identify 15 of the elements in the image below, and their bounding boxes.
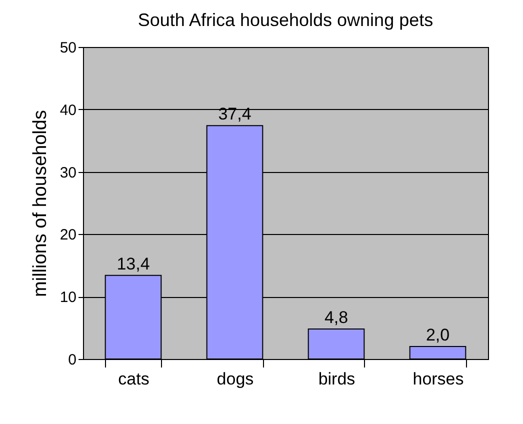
data-label: 13,4 [116, 254, 150, 274]
y-axis-title: millions of households [30, 110, 51, 297]
x-tick-label: dogs [216, 370, 254, 388]
y-tick-label: 30 [60, 164, 76, 182]
y-tick-label: 50 [60, 40, 76, 56]
x-tick-label: cats [118, 370, 150, 388]
y-tick-label: 0 [68, 352, 76, 368]
data-label: 4,8 [324, 308, 348, 328]
y-tick-label: 40 [60, 102, 76, 119]
x-tick-label: birds [318, 370, 356, 388]
chart-title: South Africa households owning pets [138, 10, 434, 30]
x-tick-label: horses [412, 370, 464, 388]
data-label: 2,0 [426, 326, 450, 345]
y-tick-label: 20 [60, 226, 76, 244]
y-tick-label: 10 [60, 289, 76, 306]
